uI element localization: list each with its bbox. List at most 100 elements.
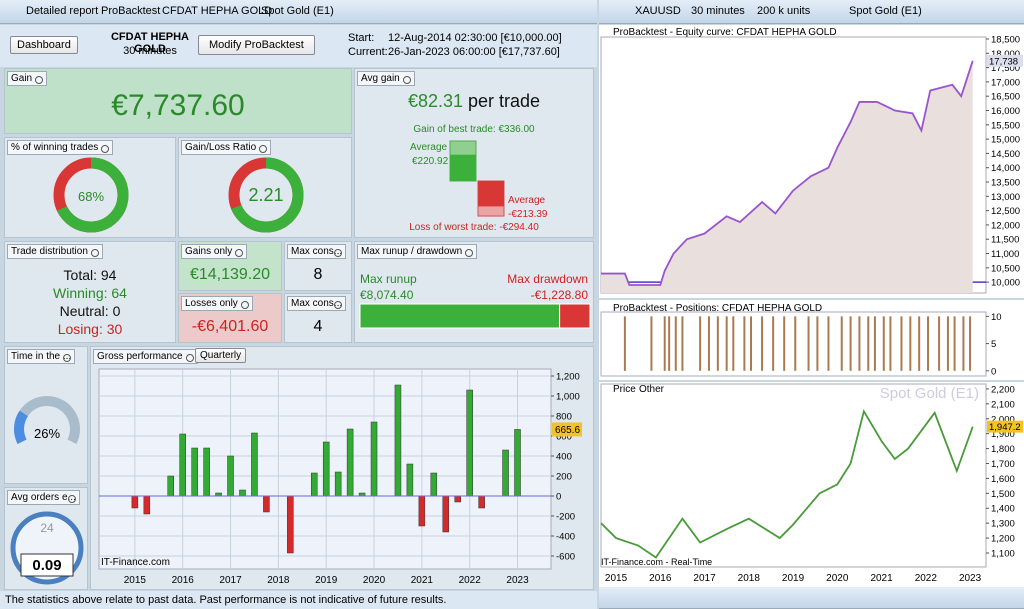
y-tick-label: 1,000 <box>556 392 580 403</box>
value-box <box>20 553 74 577</box>
bar <box>946 316 949 371</box>
bar <box>454 495 461 503</box>
y-tick-label: 12,500 <box>991 206 1020 217</box>
avg-orders-value: 0.09 <box>32 557 61 574</box>
worst-trade: Loss of worst trade: -€294.40 <box>409 222 539 233</box>
x-tick-label: 2023 <box>506 575 529 586</box>
donut-arc <box>53 157 129 233</box>
data-line <box>601 60 974 286</box>
bar <box>900 316 903 371</box>
timeframe[interactable]: 30 minutes <box>691 5 745 17</box>
y-tick-label: 1,500 <box>991 489 1015 500</box>
tab[interactable]: CFDAT HEPHA GOLD <box>162 5 273 17</box>
symbol[interactable]: XAUUSD <box>635 5 681 17</box>
left-toolbar: Detailed report ProBacktest CFDAT HEPHA … <box>0 0 597 24</box>
y-tick-label: 18,000 <box>991 49 1020 60</box>
bar <box>699 316 702 371</box>
gain-panel: Gain €7,737.60 <box>4 68 352 134</box>
y-tick-label: 1,900 <box>991 429 1015 440</box>
row-value: 0 <box>112 303 121 319</box>
y-tick-label: -200 <box>556 512 575 523</box>
panel-label: Max runup / drawdown <box>357 244 478 259</box>
y-tick-label: 12,000 <box>991 220 1020 231</box>
positions-chart: 0 5 10 ProBacktest - Positions: CFDAT HEPHA… <box>599 300 1024 380</box>
panel-label: Gains only <box>181 244 248 259</box>
row-label: Losing: <box>57 321 103 337</box>
row-value: 64 <box>111 285 127 301</box>
equity-area <box>601 60 973 293</box>
panel-label: Max cons... <box>287 244 347 259</box>
ratio-donut: 2.21 <box>228 157 304 233</box>
y-tick-label: 16,000 <box>991 106 1020 117</box>
tab[interactable]: ProBacktest <box>101 5 161 17</box>
x-tick-label: 2019 <box>315 575 338 586</box>
bar <box>725 316 728 371</box>
bar <box>263 495 270 513</box>
winning-panel: % of winning trades 68% <box>4 137 176 238</box>
donut-arc <box>228 157 304 233</box>
gauge-value <box>14 410 29 444</box>
x-tick-label: 2023 <box>959 573 982 584</box>
bar <box>674 316 677 371</box>
timeframe: 30 minutes <box>123 45 177 57</box>
x-tick-label: 2022 <box>459 575 482 586</box>
y-tick-label: 15,500 <box>991 120 1020 131</box>
y-tick-label: 17,000 <box>991 77 1020 88</box>
panel-label: Time in the ... <box>7 349 76 364</box>
bar <box>623 316 626 371</box>
tab[interactable]: Spot Gold (E1) <box>261 5 334 17</box>
donut-label: 2.21 <box>248 185 283 205</box>
current-label: Current: <box>348 46 388 58</box>
y-tick-label: 14,000 <box>991 163 1020 174</box>
instrument[interactable]: Spot Gold (E1) <box>849 5 922 17</box>
donut-label: 68% <box>78 189 104 204</box>
drawdown-bar <box>559 303 591 329</box>
bar <box>858 316 861 371</box>
y-tick-label: 0 <box>556 492 561 503</box>
max-cons-wins-value: 8 <box>313 266 323 283</box>
bar <box>227 455 234 497</box>
y-tick-label: 5 <box>991 339 996 350</box>
time-in-market-panel: Time in the ... 26% <box>4 346 88 484</box>
data-line <box>600 408 974 559</box>
row-value: 94 <box>100 267 117 283</box>
bar <box>394 384 402 497</box>
y-tick-label: 11,500 <box>991 235 1019 246</box>
bar <box>827 316 830 371</box>
y-tick-label: 11,000 <box>991 249 1019 260</box>
max-cons-wins-panel: Max cons... 8 <box>284 241 352 291</box>
watermark: IT-Finance.com <box>101 557 170 568</box>
units[interactable]: 200 k units <box>757 5 811 17</box>
panel-label: Gain <box>7 71 48 86</box>
bar <box>873 316 876 371</box>
last-value-box <box>552 422 582 437</box>
clock-icon: 24 0.09 <box>10 511 84 585</box>
dashboard-dropdown[interactable]: Dashboard <box>10 36 78 54</box>
bar <box>179 433 186 497</box>
bottom-toolbar <box>599 587 1024 609</box>
avg-pos-label: Average <box>410 142 448 153</box>
x-tick-label: 2021 <box>870 573 893 584</box>
period-dropdown[interactable]: Quarterly <box>195 348 247 363</box>
y-tick-label: 1,200 <box>556 372 580 383</box>
bar <box>650 316 653 371</box>
max-cons-losses-panel: Max cons... 4 <box>284 293 352 343</box>
bar <box>203 447 210 497</box>
chart-title: ProBacktest - Positions: CFDAT HEPHA GOL… <box>613 303 822 314</box>
tab[interactable]: Detailed report <box>26 5 99 17</box>
modify-button[interactable]: Modify ProBacktest <box>198 35 315 55</box>
gross-panel: Gross performance Quarterly -600 -400 -200… <box>90 346 594 590</box>
best-trade: Gain of best trade: €336.00 <box>413 124 535 135</box>
y-tick-label: 2,000 <box>991 414 1015 425</box>
bar <box>322 441 330 497</box>
bar <box>953 316 956 371</box>
current-value-box <box>987 420 1023 433</box>
y-tick-label: 16,500 <box>991 92 1020 103</box>
bar <box>794 316 797 371</box>
bar <box>867 316 870 371</box>
bar <box>663 316 666 371</box>
y-tick-label: 1,200 <box>991 534 1015 545</box>
x-tick-label: 2020 <box>826 573 849 584</box>
bar <box>743 316 746 371</box>
